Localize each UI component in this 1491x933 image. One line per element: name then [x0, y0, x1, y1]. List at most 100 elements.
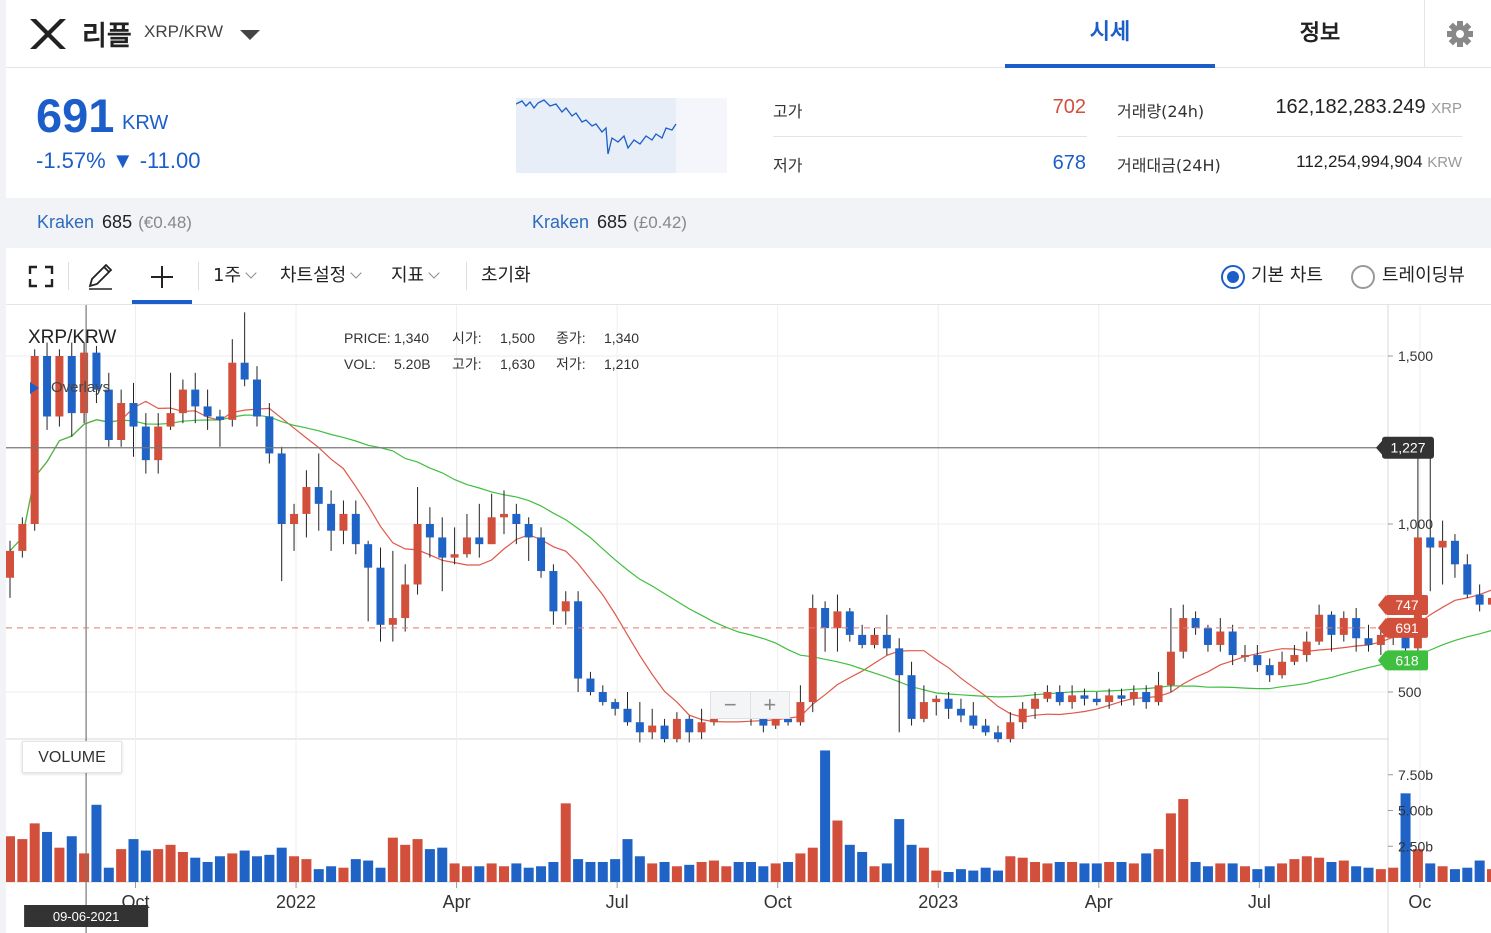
price-tag — [1386, 595, 1428, 616]
exchange-name[interactable]: Kraken — [532, 212, 590, 232]
crosshair-button[interactable] — [132, 248, 192, 304]
chart-settings-menu[interactable]: 차트설정 — [280, 248, 362, 304]
indicators-menu[interactable]: 지표 — [391, 248, 440, 304]
volume-bar — [437, 847, 448, 882]
candle-body — [1401, 628, 1410, 649]
volume-bar — [363, 860, 374, 882]
candle-body — [1278, 661, 1287, 676]
candle-body — [1426, 537, 1435, 548]
volume-bar — [449, 863, 460, 882]
volume-bar — [807, 847, 818, 882]
toolbar-divider — [466, 262, 467, 290]
coin-dropdown-icon[interactable] — [240, 30, 260, 40]
volume-bar — [499, 866, 509, 882]
crosshair-price-tag — [1382, 436, 1434, 459]
candle-body — [969, 715, 978, 726]
candle-body — [944, 698, 953, 709]
candle-body — [1327, 614, 1336, 635]
candle-body — [1475, 594, 1484, 605]
volume-bar — [634, 856, 645, 882]
overlays-toggle[interactable]: Overlays — [30, 379, 110, 396]
volume-bar — [474, 866, 485, 882]
candle-body — [635, 722, 644, 733]
x-tick-label: Apr — [443, 892, 471, 912]
settings-button[interactable] — [1424, 0, 1491, 68]
volume-bar — [313, 869, 324, 882]
candle-body — [203, 406, 212, 417]
volume-bar — [227, 853, 238, 882]
price-tag-pointer — [1378, 617, 1386, 638]
volume-bar — [239, 850, 250, 882]
basic-chart-label[interactable]: 기본 차트 — [1251, 265, 1323, 286]
candle-body — [154, 426, 163, 461]
volume-bars — [5, 750, 1491, 882]
candle-body — [1129, 692, 1138, 699]
volume-bar — [585, 861, 596, 882]
legend-low-label: 저가: — [556, 356, 586, 372]
volume-bar — [1030, 861, 1041, 882]
zoom-controls: − + — [710, 691, 790, 719]
interval-select[interactable]: 1주 — [213, 248, 257, 304]
candle-body — [537, 537, 546, 572]
volume-bar — [820, 750, 831, 882]
candle-body — [660, 725, 669, 740]
volume-bar — [869, 866, 880, 882]
reset-button[interactable]: 초기화 — [481, 265, 531, 286]
candle-body — [833, 611, 842, 629]
candle-body — [919, 702, 928, 719]
tab-info[interactable]: 정보 — [1299, 21, 1341, 46]
candle-body — [67, 356, 76, 414]
volume-bar — [536, 866, 547, 882]
coin-name: 리플 — [82, 21, 132, 52]
candle-body — [401, 584, 410, 619]
candle-body — [1241, 655, 1249, 658]
candle-body — [129, 403, 138, 427]
legend-close: 1,340 — [604, 330, 640, 346]
exchange-price: 685 — [102, 212, 133, 232]
candle-body — [1463, 564, 1472, 595]
low-value: 678 — [1052, 152, 1086, 174]
candle-body — [1438, 540, 1447, 548]
volume-bar — [758, 866, 769, 882]
basic-chart-radio[interactable] — [1221, 265, 1245, 289]
candle-body — [438, 537, 447, 558]
candle-body — [697, 722, 706, 733]
zoom-in-button[interactable]: + — [763, 692, 777, 717]
crosshair-icon — [151, 266, 173, 288]
fullscreen-button[interactable] — [26, 248, 62, 304]
x-tick-label: Oc — [1408, 892, 1431, 912]
price-chart-area[interactable]: 1,500 1,000 500 7.50b 5.00b 2.50b Oct 2022 Apr Ju… — [5, 305, 1491, 933]
crosshair-price-label: 1,227 — [1390, 440, 1425, 456]
overlays-label: Overlays — [51, 379, 111, 396]
price-tag-label: 747 — [1395, 597, 1419, 613]
volume-bar — [597, 861, 608, 882]
candle-body — [1006, 722, 1015, 740]
toolbar-divider — [198, 262, 199, 290]
volume-bar — [1153, 849, 1164, 882]
volume-tick-label: 5.00b — [1398, 803, 1433, 819]
y-tick-label: 1,500 — [1398, 348, 1433, 364]
candle-body — [685, 718, 694, 733]
volume-bar — [770, 863, 781, 882]
draw-button[interactable] — [84, 248, 120, 304]
zoom-out-button[interactable]: − — [711, 692, 751, 718]
candle-body — [253, 379, 261, 417]
volume-bar — [684, 864, 695, 882]
candle-body — [845, 611, 854, 635]
exchange-name[interactable]: Kraken — [37, 212, 95, 232]
tab-market[interactable]: 시세 — [1005, 0, 1215, 68]
volume-bar — [1116, 861, 1127, 882]
volume-bar — [647, 863, 658, 882]
volume-bar — [733, 861, 744, 882]
toolbar-divider — [68, 262, 69, 290]
x-tick-label: 2022 — [276, 892, 316, 912]
volume-label: VOLUME — [22, 741, 122, 773]
tradingview-radio[interactable] — [1351, 265, 1375, 289]
gear-icon — [1447, 21, 1473, 47]
candle-body — [1302, 641, 1311, 656]
ohlc-legend: PRICE: 1,340 시가: 1,500 종가: 1,340 VOL: 5.20B 고가:… — [344, 325, 639, 377]
candle-body — [450, 554, 459, 558]
tradingview-label[interactable]: 트레이딩뷰 — [1382, 265, 1465, 286]
price-tag-pointer — [1378, 650, 1386, 671]
candlestick-chart[interactable]: 1,500 1,000 500 7.50b 5.00b 2.50b Oct 2022 Apr Ju… — [5, 305, 1491, 933]
